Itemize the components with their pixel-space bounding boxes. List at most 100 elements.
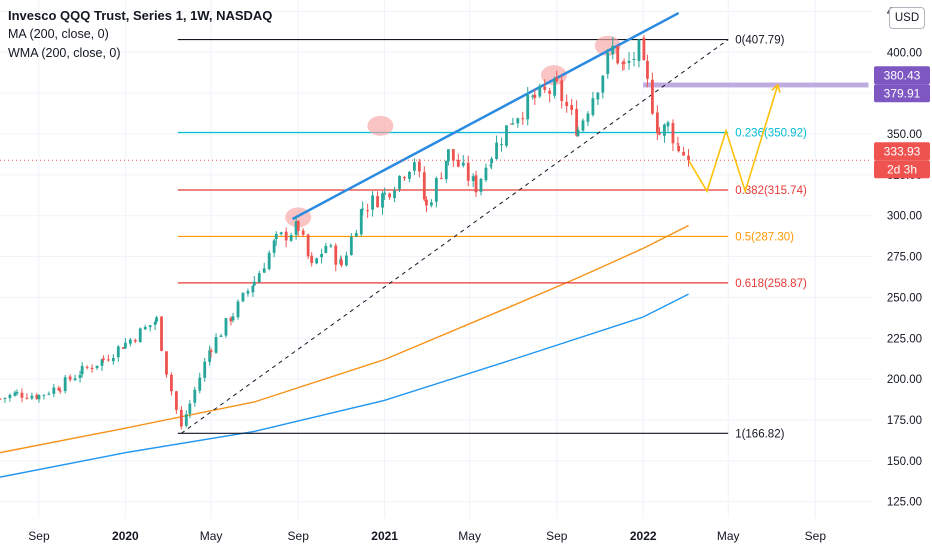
- candle-body: [658, 132, 661, 135]
- touch-highlight: [594, 35, 621, 56]
- candle-body: [596, 92, 600, 100]
- fib-trend-diagonal: [181, 39, 729, 434]
- candle-body: [553, 79, 557, 96]
- candle-body: [334, 245, 338, 265]
- candle-body: [456, 159, 460, 167]
- candle-body: [279, 232, 283, 235]
- candle-body: [274, 233, 278, 240]
- candle-body: [398, 175, 401, 190]
- candle-body: [262, 268, 266, 273]
- candle-body: [422, 172, 426, 200]
- grid: [0, 0, 872, 518]
- time-tick-label: May: [458, 529, 481, 543]
- candle-body: [533, 94, 537, 98]
- candle-body: [371, 195, 375, 210]
- candle-body: [203, 361, 207, 378]
- candle-body: [354, 233, 358, 237]
- price-axis[interactable]: 125.00 150.00 175.00 200.00 225.00 250.00 275.…: [872, 0, 932, 550]
- candle-body-last: [687, 155, 690, 161]
- candle-body: [560, 80, 564, 102]
- candle-body: [446, 149, 450, 162]
- time-tick-label: May: [717, 529, 740, 543]
- time-tick-label: Sep: [546, 529, 568, 543]
- fib-label-0_236: 0.236(350.92): [735, 127, 807, 139]
- candle-body: [121, 347, 125, 349]
- candle-body: [531, 95, 535, 97]
- price-tick-label: 300.00: [887, 211, 922, 223]
- candle-body: [320, 253, 323, 258]
- candle-body: [451, 149, 455, 161]
- currency-selector[interactable]: USD: [889, 7, 925, 29]
- candle-body: [310, 255, 314, 263]
- candle-body: [179, 409, 183, 427]
- candle-body: [284, 231, 288, 241]
- wma-200-line: [0, 293, 689, 478]
- price-tick-label: 175.00: [887, 415, 922, 427]
- candle-body: [85, 366, 89, 368]
- candle-body: [344, 255, 348, 266]
- candle-body: [106, 359, 110, 361]
- candle-body: [315, 258, 319, 264]
- candle-body: [616, 46, 620, 64]
- candle-body: [663, 124, 666, 136]
- time-tick-label: Sep: [288, 529, 310, 543]
- candle-body: [224, 318, 228, 336]
- price-tick-label: 200.00: [887, 374, 922, 386]
- candle-body: [68, 376, 72, 380]
- candle-body: [47, 393, 51, 395]
- candle-body: [116, 346, 120, 358]
- touch-highlight: [367, 115, 394, 136]
- candle-body: [102, 358, 105, 361]
- candle-body: [229, 317, 233, 322]
- candle-body: [133, 339, 137, 342]
- candle-body: [505, 125, 508, 146]
- candle-body: [376, 196, 379, 208]
- candle-body: [606, 52, 610, 74]
- price-label-box: [874, 84, 930, 103]
- candle-body: [570, 105, 574, 110]
- candle-body: [219, 335, 223, 337]
- candle-body: [655, 112, 659, 134]
- candle-body: [15, 391, 19, 394]
- candle-body: [73, 378, 77, 381]
- price-tick-label: 350.00: [887, 129, 922, 141]
- candle-body: [90, 367, 94, 369]
- symbol-title[interactable]: Invesco QQQ Trust, Series 1, 1W, NASDAQ: [8, 8, 273, 23]
- candle-body: [521, 118, 525, 120]
- candle-body: [165, 351, 168, 375]
- candle-body: [111, 358, 115, 362]
- candle-body: [490, 158, 494, 164]
- candle-body: [35, 394, 39, 399]
- candle-body: [417, 161, 421, 172]
- ma-legend-item[interactable]: MA (200, close, 0): [8, 27, 109, 41]
- candle-body: [500, 144, 503, 146]
- candle-body: [272, 240, 276, 253]
- candle-body: [25, 397, 29, 399]
- projection-arrowhead: [771, 83, 781, 93]
- candle-body: [555, 77, 559, 82]
- candle-body: [429, 202, 433, 206]
- candle-body: [361, 208, 365, 210]
- price-tick-label: 275.00: [887, 252, 922, 264]
- drawings[interactable]: [0, 11, 872, 434]
- candle-body: [170, 374, 173, 392]
- candle-body: [682, 151, 685, 156]
- candle-body: [439, 178, 443, 180]
- price-label-text: 379.91: [884, 86, 921, 100]
- wma-legend-item[interactable]: WMA (200, close, 0): [8, 46, 121, 60]
- candle-body: [627, 60, 631, 63]
- resistance-band: [643, 82, 869, 88]
- candle-body: [160, 316, 163, 351]
- time-axis[interactable]: Sep 2020 May Sep 2021 May Sep 2022 May Sep: [0, 518, 872, 550]
- candle-body: [444, 160, 448, 180]
- fib-label-0_618: 0.618(258.87): [735, 278, 807, 290]
- candle-body: [100, 359, 104, 366]
- bar-countdown-label: 2d 3h: [887, 162, 917, 176]
- candle-body: [381, 193, 384, 208]
- candle-body: [257, 273, 261, 283]
- candle-body: [637, 39, 641, 61]
- candle-body: [188, 403, 192, 414]
- candle-body: [52, 387, 56, 394]
- candle-body: [601, 75, 605, 93]
